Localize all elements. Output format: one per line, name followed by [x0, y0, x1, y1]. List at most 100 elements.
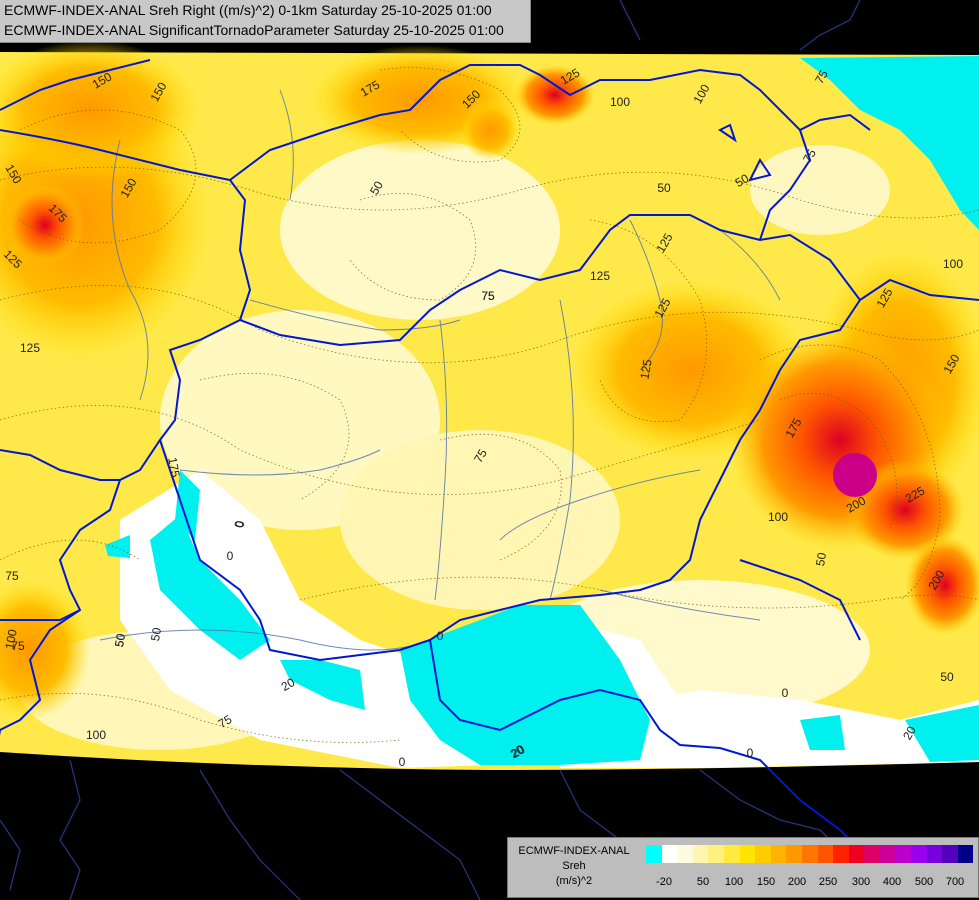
legend-tick-label: 100 — [724, 876, 744, 888]
legend-ticks: -20 50 100 150 200 250 300 400 500 700 — [646, 876, 971, 890]
contour-lines — [0, 67, 979, 743]
legend-tick-label: -20 — [656, 876, 672, 888]
contour-label: 20 — [508, 742, 527, 761]
map-header: ECMWF-INDEX-ANAL Sreh Right ((m/s)^2) 0-… — [0, 0, 531, 43]
hot-spot — [460, 100, 520, 160]
contour-label: 75 — [481, 289, 495, 303]
contour-label: 50 — [940, 670, 954, 684]
contour-label: 50 — [367, 178, 386, 197]
legend-swatch — [864, 845, 880, 863]
contour-label: 0 — [747, 746, 754, 760]
contour-label: 75 — [481, 289, 495, 303]
legend-swatch — [677, 845, 693, 863]
legend-tick-label: 300 — [851, 876, 871, 888]
contour-label: 100 — [943, 257, 963, 271]
legend-swatch — [801, 845, 818, 863]
legend-swatch — [879, 845, 896, 863]
rivers — [99, 89, 781, 651]
warm-zone — [0, 580, 90, 720]
contour-label: 75 — [812, 67, 831, 86]
legend-tick-label: 200 — [787, 876, 807, 888]
contour-label: 100 — [768, 510, 788, 524]
contour-label: 125 — [590, 269, 610, 283]
legend-swatch — [911, 845, 927, 863]
contour-label: 50 — [657, 181, 671, 195]
header-line-1: ECMWF-INDEX-ANAL Sreh Right ((m/s)^2) 0-… — [4, 2, 492, 18]
legend-swatch — [786, 845, 802, 863]
white-zone — [560, 690, 979, 768]
cyan-zone — [905, 705, 979, 762]
legend-swatch — [942, 845, 958, 863]
contour-label: 75 — [11, 639, 25, 653]
contour-label: 0 — [782, 686, 789, 700]
legend-tick-label: 700 — [945, 876, 965, 888]
legend-swatch — [817, 845, 834, 863]
contour-label: 0 — [232, 519, 247, 528]
hot-spot — [5, 185, 85, 265]
legend-swatch — [833, 845, 849, 863]
hot-spot — [833, 453, 877, 497]
legend-tick-label: 150 — [756, 876, 776, 888]
legend-title-line-2: Sreh — [562, 860, 586, 872]
contour-label: 20 — [279, 675, 298, 694]
legend-swatch — [723, 845, 740, 863]
contour-label: 50 — [112, 632, 128, 648]
header-line-2: ECMWF-INDEX-ANAL SignificantTornadoParam… — [4, 22, 504, 38]
legend-swatch — [755, 845, 771, 863]
contour-label: 50 — [733, 171, 752, 190]
warm-zone — [0, 40, 200, 180]
hot-spot — [845, 460, 965, 560]
legend-swatches — [646, 845, 974, 863]
contour-label: 75 — [5, 569, 19, 583]
contour-label: 100 — [610, 95, 630, 109]
light-zone — [340, 430, 620, 610]
contour-label: 20 — [900, 723, 919, 742]
country-borders — [0, 59, 979, 749]
legend-swatch — [926, 845, 943, 863]
legend-swatch — [957, 845, 974, 863]
legend-swatch — [692, 845, 709, 863]
legend-swatch — [770, 845, 787, 863]
contour-label: 100 — [2, 628, 19, 650]
legend-tick-label: 500 — [914, 876, 934, 888]
contour-label: 75 — [471, 446, 490, 465]
cyan-zone — [400, 605, 650, 765]
legend-swatch — [739, 845, 756, 863]
legend-title-line-3: (m/s)^2 — [555, 875, 593, 887]
outside-borders-blue — [0, 730, 861, 851]
cyan-zone — [150, 515, 270, 660]
light-zone — [280, 140, 560, 320]
contour-label: 50 — [813, 551, 829, 567]
contour-label: 0 — [437, 629, 444, 643]
cyan-zone — [280, 660, 365, 710]
legend-swatch — [708, 845, 724, 863]
legend-swatch — [646, 845, 662, 863]
cyan-zone — [175, 470, 200, 540]
legend-tick-label: 50 — [696, 876, 710, 888]
legend-swatch — [895, 845, 912, 863]
legend-title: ECMWF-INDEX-ANAL Sreh (m/s)^2 — [508, 844, 640, 889]
contour-label: 50 — [148, 626, 164, 642]
legend-tick-label: 400 — [882, 876, 902, 888]
legend-swatch — [848, 845, 865, 863]
legend-tick-label: 250 — [818, 876, 838, 888]
cyan-zone — [105, 535, 130, 558]
contour-label: 125 — [637, 358, 654, 380]
contour-label: 125 — [20, 341, 40, 355]
light-zone — [750, 145, 890, 235]
hot-spot — [905, 535, 979, 635]
cyan-zone — [800, 715, 845, 750]
contour-label: 75 — [216, 712, 235, 731]
contour-label: 20 — [509, 742, 528, 761]
color-legend: ECMWF-INDEX-ANAL Sreh (m/s)^2 -20 50 100 15… — [507, 837, 979, 898]
contour-label: 75 — [800, 146, 819, 165]
cyan-zone — [800, 56, 979, 230]
contour-label: 0 — [227, 549, 234, 563]
hot-spot — [515, 65, 595, 125]
legend-title-line-1: ECMWF-INDEX-ANAL — [518, 845, 630, 857]
contour-label: 100 — [86, 728, 106, 742]
contour-label: 0 — [233, 519, 248, 528]
legend-swatch — [661, 845, 678, 863]
contour-label: 175 — [165, 456, 182, 478]
